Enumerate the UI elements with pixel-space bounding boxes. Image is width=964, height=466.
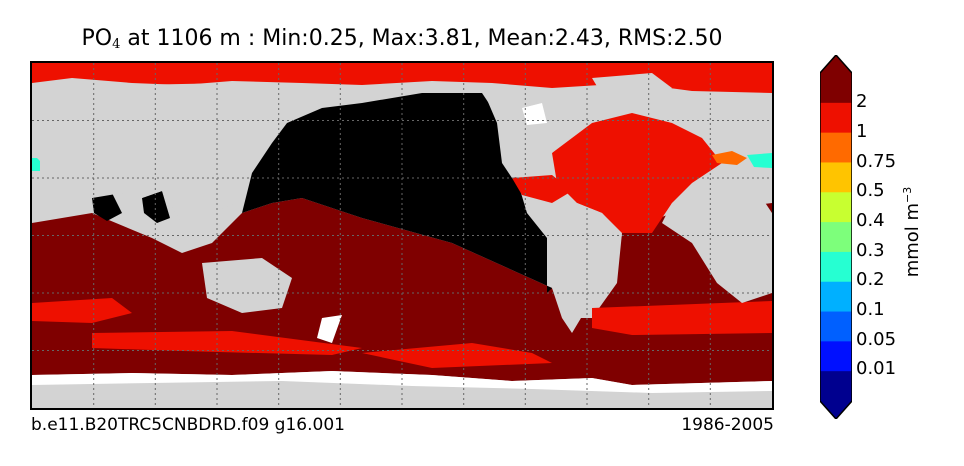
colorbar-segment	[820, 102, 852, 134]
title-subscript: 4	[112, 37, 121, 52]
north-pacific-region	[242, 93, 552, 293]
missing-hudson	[522, 103, 547, 125]
colorbar-max-arrow	[820, 55, 852, 73]
case-name: b.e11.B20TRC5CNBDRD.f09 g16.001	[31, 415, 345, 435]
ocean-map	[30, 61, 774, 410]
north-atlantic-region	[552, 113, 722, 233]
map-canvas	[32, 63, 772, 408]
colorbar-segment	[820, 341, 852, 372]
south-red-band-4	[362, 343, 552, 368]
colorbar-label-0-2: 0.2	[856, 269, 885, 290]
missing-southern-patch	[317, 315, 342, 343]
colorbar-label-2: 2	[856, 91, 868, 112]
map-title: PO4 at 1106 m : Min:0.25, Max:3.81, Mean…	[0, 26, 804, 52]
south-red-band-3	[592, 301, 772, 335]
colorbar-label-0-05: 0.05	[856, 329, 897, 350]
gridlines	[32, 63, 772, 408]
colorbar-segment	[820, 371, 852, 402]
bay-of-bengal-region	[142, 191, 170, 223]
western-edge-teal	[32, 158, 40, 171]
colorbar-segment	[820, 251, 852, 283]
colorbar-label-0-01: 0.01	[856, 358, 897, 379]
greenland-land	[592, 73, 672, 108]
units-base: mmol m	[902, 202, 923, 278]
africa-land	[662, 173, 772, 303]
colorbar-label-0-75: 0.75	[856, 151, 897, 172]
colorbar-units: mmol m−3	[901, 187, 923, 278]
caribbean-region	[512, 175, 572, 203]
colorbar-label-0-3: 0.3	[856, 240, 885, 261]
colorbar-segments	[820, 73, 852, 402]
units-exponent: −3	[901, 186, 914, 203]
colorbar-label-0-1: 0.1	[856, 299, 885, 320]
colorbar-segment	[820, 132, 852, 163]
colorbar-label-1: 1	[856, 121, 868, 142]
colorbar-segment	[820, 162, 852, 193]
colorbar-label-0-5: 0.5	[856, 180, 885, 201]
title-variable: PO	[81, 26, 113, 51]
south-red-band-2	[92, 331, 362, 355]
colorbar-segment	[820, 311, 852, 342]
indian-ocean-region	[32, 198, 572, 318]
title-stats: at 1106 m : Min:0.25, Max:3.81, Mean:2.4…	[120, 26, 723, 51]
colorbar-min-arrow	[820, 401, 852, 419]
arabian-sea-region	[92, 193, 122, 221]
year-range: 1986-2005	[681, 415, 774, 435]
colorbar-label-0-4: 0.4	[856, 210, 885, 231]
colorbar	[820, 55, 852, 419]
colorbar-segment	[820, 281, 852, 313]
eastern-med-region	[747, 153, 772, 168]
colorbar-segment	[820, 73, 852, 104]
eurasia-land	[32, 83, 292, 223]
australia-land	[202, 258, 292, 313]
colorbar-segment	[820, 192, 852, 223]
mediterranean-region	[712, 151, 747, 165]
north-america-land	[482, 88, 592, 178]
colorbar-segment	[820, 222, 852, 253]
south-red-band-1	[32, 298, 132, 323]
